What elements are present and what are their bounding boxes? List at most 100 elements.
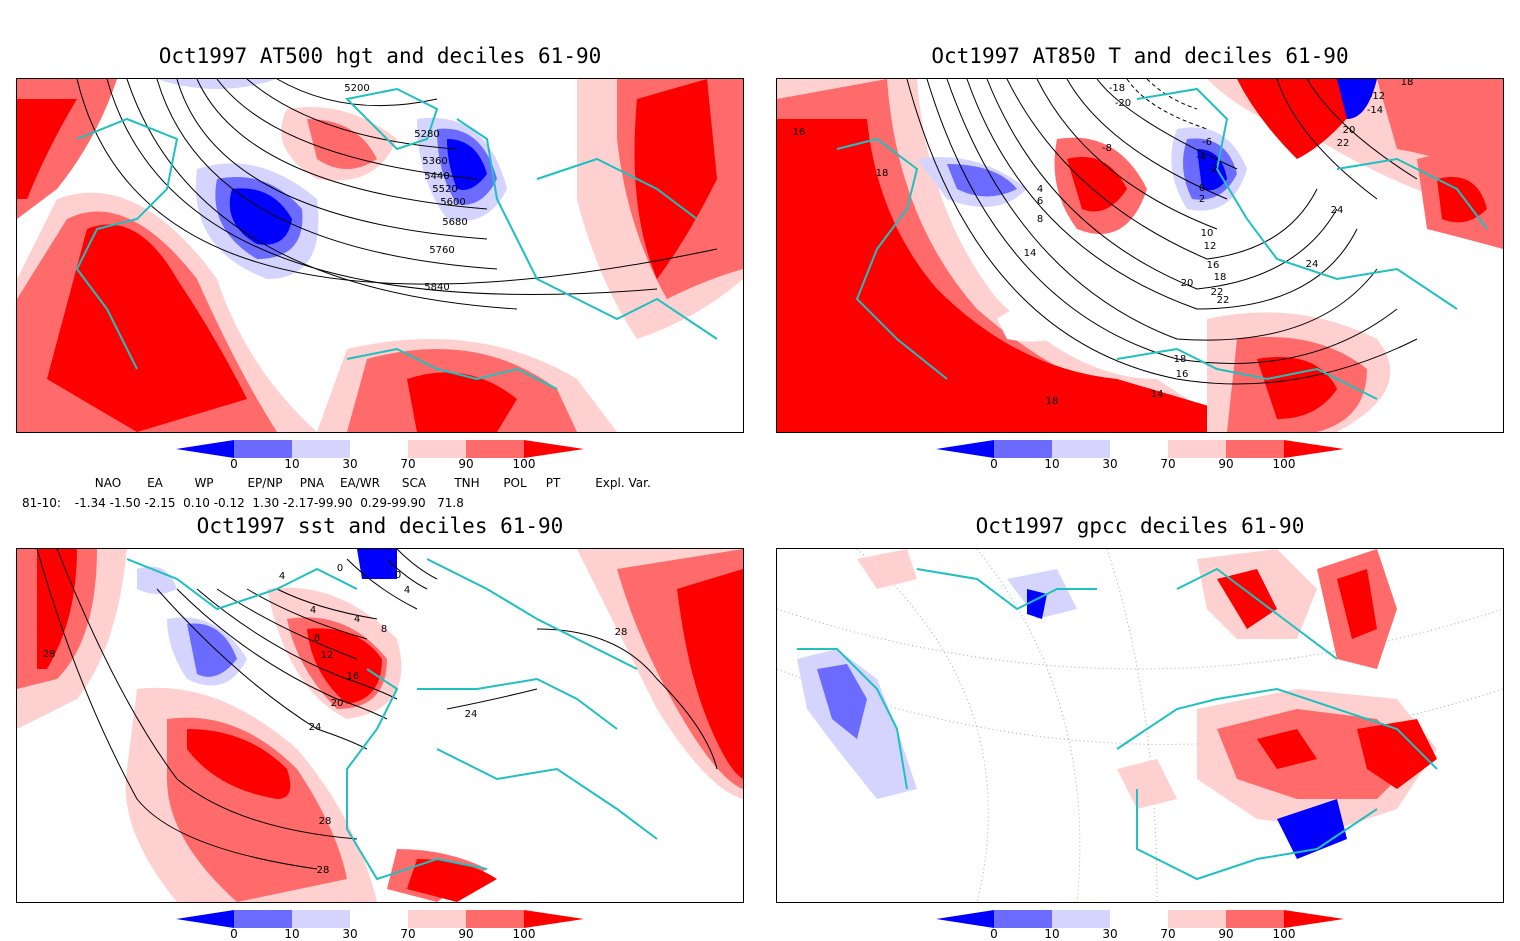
colorbar-z500: 0 10 30 70 90 100	[176, 440, 584, 474]
contour-label: 4	[310, 605, 316, 616]
contour-label: -12	[1369, 91, 1385, 102]
index-name: Expl. Var.	[595, 476, 651, 490]
contour-label: 22	[1337, 138, 1350, 149]
map-panel-z500: 5200 5280 5360 5440 5520 5600 5680 5760 …	[16, 78, 744, 433]
contour-label: 28	[319, 816, 332, 827]
contour-label: 8	[314, 633, 320, 644]
contour-label: -18	[1109, 83, 1125, 94]
title-gpcc: Oct1997 gpcc deciles 61-90	[975, 514, 1305, 538]
contour-label: 28	[615, 627, 628, 638]
contour-label: 5280	[414, 129, 439, 140]
colorbar-label: 10	[1044, 457, 1060, 471]
contour-label: 24	[309, 722, 322, 733]
contour-label: -20	[1115, 98, 1131, 109]
contour-label: 12	[1204, 241, 1217, 252]
colorbar-gpcc: 0 10 30 70 90 100	[936, 910, 1344, 941]
title-t850: Oct1997 AT850 T and deciles 61-90	[931, 44, 1349, 68]
contour-label: 5520	[432, 184, 457, 195]
contour-label: 16	[1207, 260, 1220, 271]
contour-label: 5760	[429, 245, 454, 256]
colorbar-label: 90	[1218, 457, 1234, 471]
contour-label: 18	[1046, 396, 1059, 407]
contour-label: 16	[793, 127, 806, 138]
index-name: EA	[147, 476, 163, 490]
contour-label: 8	[1037, 214, 1043, 225]
colorbar-label: 30	[342, 927, 358, 941]
contour-label: 18	[1174, 354, 1187, 365]
colorbar-label: 90	[1218, 927, 1234, 941]
contour-label: 28	[43, 649, 56, 660]
contour-label: 28	[317, 865, 330, 876]
colorbar-label: 70	[1160, 927, 1176, 941]
contour-label: 20	[1343, 125, 1356, 136]
contour-label: 4	[1037, 184, 1043, 195]
colorbar-label: 0	[230, 927, 238, 941]
contour-label: 4	[404, 585, 410, 596]
map-panel-sst: 0 4 4 0 4 4 8 8 12 16 20 24 24 28 28 28 …	[16, 548, 744, 903]
colorbar-label: 100	[1272, 927, 1296, 941]
colorbar-sst: 0 10 30 70 90 100	[176, 910, 584, 941]
contour-label: 2	[1199, 194, 1205, 205]
colorbar-label: 100	[512, 457, 536, 471]
index-name: WP	[194, 476, 214, 490]
colorbar-t850: 0 10 30 70 90 100	[936, 440, 1344, 474]
contour-label: 6	[1037, 196, 1043, 207]
contour-label: 5360	[422, 156, 447, 167]
indices-values: -1.34 -1.50 -2.15 0.10 -0.12 1.30 -2.17-…	[74, 496, 464, 510]
contour-label: 24	[1331, 205, 1344, 216]
index-name: EA/WR	[339, 476, 381, 490]
colorbar-label: 0	[230, 457, 238, 471]
contour-label: 24	[465, 709, 478, 720]
contour-label: 18	[1401, 79, 1414, 88]
colorbar-label: 10	[1044, 927, 1060, 941]
contour-label: 24	[1306, 259, 1319, 270]
indices-header: NAO EA WP EP/NP PNA EA/WR SCA TNH POL PT…	[0, 476, 700, 492]
map-panel-t850: -18 -20 -12 -14 18 20 22 16 18 -8 -6 -4 …	[776, 78, 1504, 433]
index-name: PT	[545, 476, 561, 490]
title-sst: Oct1997 sst and deciles 61-90	[196, 514, 564, 538]
contour-label: 5440	[424, 171, 449, 182]
colorbar-label: 10	[284, 927, 300, 941]
colorbar-label: 30	[342, 457, 358, 471]
contour-label: 0	[1199, 183, 1205, 194]
index-name: POL	[503, 476, 527, 490]
contour-label: 10	[1201, 228, 1214, 239]
index-name: EP/NP	[247, 476, 283, 490]
contour-label: 12	[321, 650, 334, 661]
colorbar-label: 90	[458, 457, 474, 471]
index-name: SCA	[401, 476, 427, 490]
contour-label: 0	[337, 563, 343, 574]
colorbar-label: 70	[1160, 457, 1176, 471]
contour-label: -6	[1202, 137, 1212, 148]
colorbar-label: 90	[458, 927, 474, 941]
indices-row-label: 81-10:	[22, 496, 61, 510]
index-name: NAO	[94, 476, 122, 490]
colorbar-label: 70	[400, 457, 416, 471]
contour-label: 16	[1176, 369, 1189, 380]
contour-label: 14	[1151, 389, 1164, 400]
contour-label: 16	[347, 671, 360, 682]
index-name: TNH	[454, 476, 480, 490]
contour-label: 5840	[424, 282, 449, 293]
contour-label: 4	[279, 571, 285, 582]
map-panel-gpcc	[776, 548, 1504, 903]
contour-label: 20	[331, 698, 344, 709]
contour-label: 22	[1217, 295, 1230, 306]
colorbar-label: 70	[400, 927, 416, 941]
title-z500: Oct1997 AT500 hgt and deciles 61-90	[158, 44, 602, 68]
contour-label: -2	[1208, 164, 1218, 175]
contour-label: 5600	[440, 197, 465, 208]
contour-label: 18	[1214, 272, 1227, 283]
contour-label: 18	[876, 168, 889, 179]
contour-label: 5200	[344, 83, 369, 94]
index-name: PNA	[299, 476, 325, 490]
contour-label: 0	[395, 570, 401, 581]
colorbar-label: 10	[284, 457, 300, 471]
colorbar-label: 0	[990, 927, 998, 941]
contour-label: 5680	[442, 217, 467, 228]
contour-label: 22	[1211, 287, 1224, 298]
colorbar-label: 30	[1102, 457, 1118, 471]
colorbar-label: 0	[990, 457, 998, 471]
contour-label: 4	[354, 614, 360, 625]
colorbar-label: 30	[1102, 927, 1118, 941]
